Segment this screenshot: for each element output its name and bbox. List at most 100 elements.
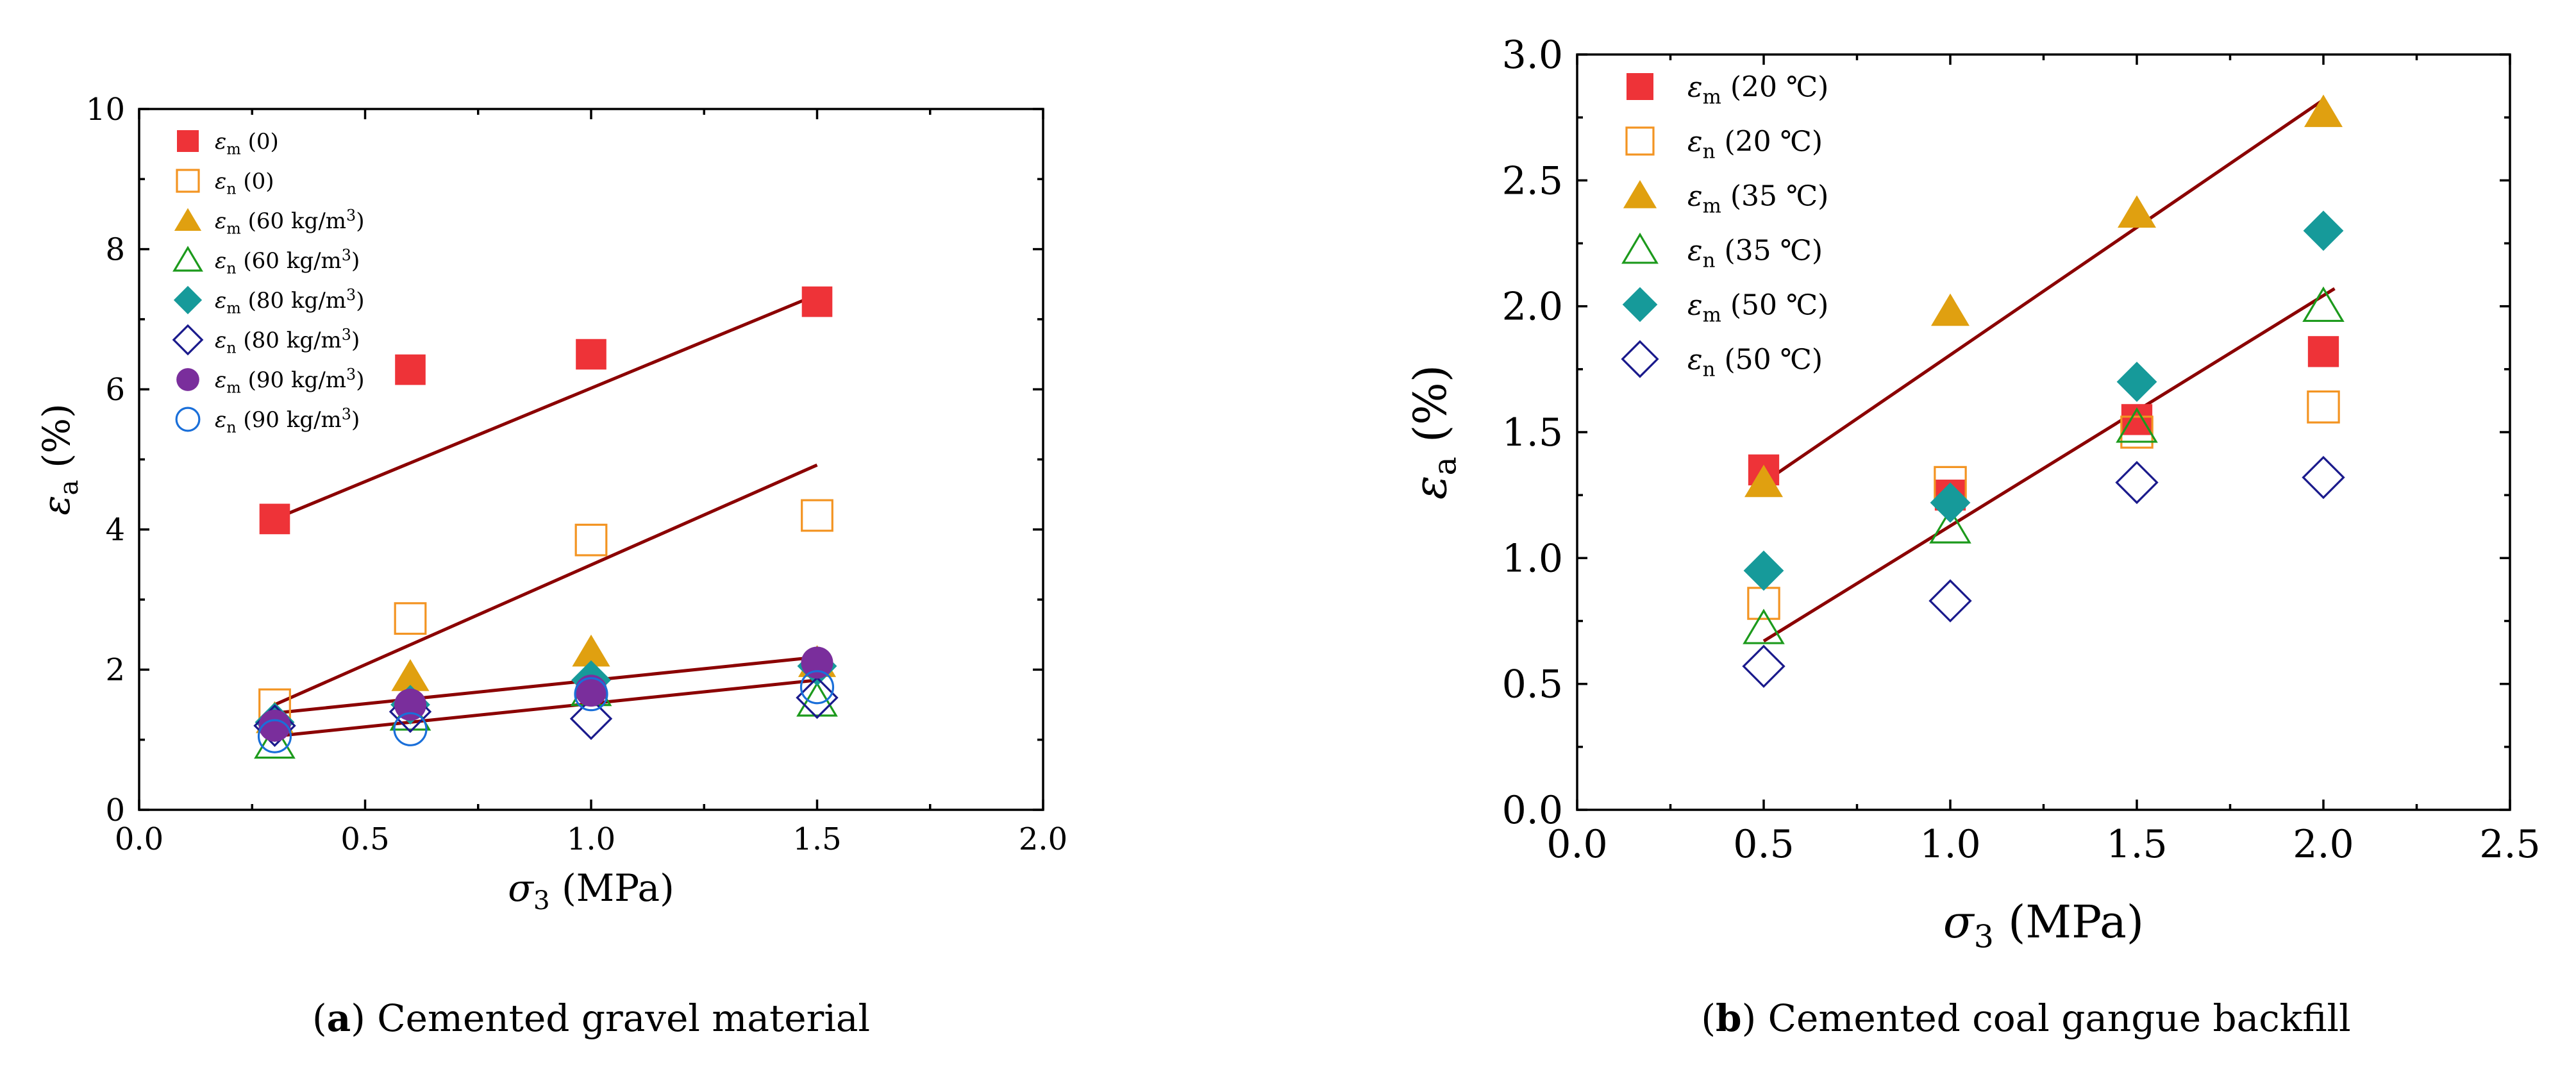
x-tick-label: 2.0 <box>2293 822 2354 867</box>
data-point <box>1743 608 1785 644</box>
y-tick-label: 4 <box>105 512 125 548</box>
legend-marker <box>176 169 200 193</box>
data-point <box>801 499 833 532</box>
legend-label: εn (0) <box>215 169 274 198</box>
legend-marker <box>172 324 204 356</box>
legend-marker <box>174 208 202 231</box>
legend-label: εn (90 kg/m3) <box>215 405 360 436</box>
legend-marker <box>177 130 199 152</box>
data-point <box>572 634 610 667</box>
legend-label: εm (20 ℃) <box>1687 71 1828 108</box>
data-point <box>799 670 835 705</box>
data-point <box>2302 286 2345 323</box>
x-tick-label: 0.5 <box>1733 822 1794 867</box>
data-point <box>1928 579 1972 623</box>
data-point <box>801 646 833 679</box>
legend-marker <box>1622 287 1658 323</box>
y-tick-label: 2.5 <box>1502 158 1563 203</box>
data-point <box>394 602 427 635</box>
panel-b-chart: 0.0 0.5 1.0 1.5 2.0 2.5 0.0 0.5 1.0 1.5 2.0 2.5 3.0 σ… <box>1404 33 2541 1040</box>
legend-label: εn (80 kg/m3) <box>215 326 360 356</box>
legend-label: εm (90 kg/m3) <box>215 365 364 396</box>
fit-line <box>274 293 818 521</box>
y-tick-label: 2.0 <box>1502 285 1563 330</box>
x-tick-label: 2.5 <box>2479 822 2540 867</box>
data-point <box>1929 508 1971 544</box>
data-point <box>1931 293 1970 326</box>
y-tick-label: 0.5 <box>1502 662 1563 707</box>
data-point <box>1743 550 1784 591</box>
data-point <box>1744 464 1783 498</box>
fit-line <box>274 463 818 707</box>
panel-a-chart: 0.0 0.5 1.0 1.5 2.0 0 2 4 6 8 10 σ3 (MPa) εa (%) εm (… <box>35 92 1067 1040</box>
x-tick-label: 1.5 <box>792 821 841 857</box>
legend: εm (20 ℃) εn (20 ℃) εm (35 ℃) εn (35 ℃) εm (… <box>1621 71 1828 381</box>
y-axis-label: εa (%) <box>1404 365 1463 499</box>
x-tick-label: 1.0 <box>1919 822 1980 867</box>
panel-caption: (b) Cemented coal gangue backfill <box>1701 996 2350 1040</box>
data-point <box>393 712 428 746</box>
data-point <box>796 682 838 717</box>
legend-marker <box>172 246 203 272</box>
y-tick-label: 1.0 <box>1502 536 1563 581</box>
legend-label: εm (80 kg/m3) <box>215 286 364 317</box>
data-point <box>576 339 606 370</box>
fit-line <box>274 678 817 738</box>
data-point <box>257 719 292 753</box>
legend-marker <box>173 285 203 315</box>
data-point <box>2115 460 2159 505</box>
legend-label: εn (35 ℃) <box>1687 234 1823 272</box>
data-point <box>2302 456 2345 499</box>
data-point <box>2303 210 2344 251</box>
y-tick-label: 8 <box>105 231 125 267</box>
data-point <box>2120 415 2154 449</box>
panel-caption: (a) Cemented gravel material <box>312 996 870 1040</box>
data-point <box>2307 390 2340 424</box>
fit-line <box>274 655 817 715</box>
data-point <box>391 658 430 691</box>
y-tick-label: 0.0 <box>1502 788 1563 833</box>
legend-marker <box>1621 232 1659 264</box>
legend-marker <box>175 407 201 432</box>
data-point <box>395 354 426 385</box>
data-point <box>801 286 833 317</box>
legend-label: εn (20 ℃) <box>1687 125 1823 163</box>
x-tick-label: 1.0 <box>567 821 615 857</box>
legend-marker <box>1621 340 1659 378</box>
y-tick-label: 1.5 <box>1502 410 1563 455</box>
data-point <box>1747 587 1780 620</box>
plot-frame <box>1576 53 2511 811</box>
fit-line <box>1762 287 2336 643</box>
data-point <box>2307 336 2339 367</box>
x-tick-label: 2.0 <box>1019 821 1067 857</box>
legend-marker <box>1623 180 1657 208</box>
y-axis-label: εa (%) <box>35 403 84 515</box>
data-point <box>2304 94 2343 128</box>
data-point <box>574 523 608 557</box>
y-tick-label: 10 <box>86 92 125 128</box>
data-point <box>2116 407 2158 443</box>
data-point <box>1742 644 1786 688</box>
y-tick-label: 3.0 <box>1502 33 1563 78</box>
data-point <box>2116 362 2157 402</box>
legend-label: εn (60 kg/m3) <box>215 246 360 277</box>
data-point <box>569 697 613 741</box>
y-tick-label: 6 <box>105 372 125 408</box>
data-point <box>394 689 426 721</box>
y-tick-label: 2 <box>105 652 125 688</box>
legend-label: εn (50 ℃) <box>1687 343 1823 381</box>
legend-marker <box>1625 126 1655 156</box>
legend-marker <box>176 368 199 391</box>
legend: εm (0) εn (0) εm (60 kg/m3) εn (60 kg/m3) εm… <box>172 129 364 436</box>
x-axis-label: σ3 (MPa) <box>1943 896 2144 955</box>
data-point <box>575 675 607 707</box>
data-point <box>574 677 608 712</box>
data-point <box>259 503 290 535</box>
legend-marker <box>1627 73 1653 100</box>
data-point <box>2118 195 2156 228</box>
legend-label: εm (60 kg/m3) <box>215 206 364 237</box>
legend-label: εm (50 ℃) <box>1687 289 1828 326</box>
y-tick-label: 0 <box>105 792 125 828</box>
